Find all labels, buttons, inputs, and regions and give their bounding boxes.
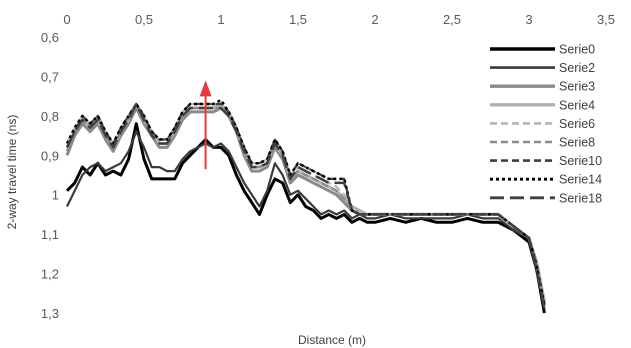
legend-label-serie8: Serie8 xyxy=(559,136,595,150)
y-tick-label: 0,8 xyxy=(41,109,59,124)
y-tick-label: 0,6 xyxy=(41,30,59,45)
series-line-serie0 xyxy=(65,122,546,314)
x-tick-label: 3,5 xyxy=(597,12,615,27)
y-tick-label: 0,9 xyxy=(41,148,59,163)
x-tick-label: 3 xyxy=(525,12,532,27)
y-axis-ticks: 0,6 0,7 0,8 0,9 1 1,1 1,2 1,3 xyxy=(41,30,59,321)
x-tick-label: 1 xyxy=(217,12,224,27)
x-tick-label: 2,5 xyxy=(443,12,461,27)
y-tick-label: 0,7 xyxy=(41,69,59,84)
annotations xyxy=(199,80,212,170)
series-line-serie18 xyxy=(65,102,546,310)
legend-label-serie3: Serie3 xyxy=(559,80,595,94)
y-tick-label: 1,1 xyxy=(41,227,59,242)
x-tick-label: 0 xyxy=(63,12,70,27)
y-tick-label: 1 xyxy=(52,188,59,203)
legend-label-serie10: Serie10 xyxy=(559,154,602,168)
x-axis-title: Distance (m) xyxy=(298,333,366,347)
series-line-serie2 xyxy=(66,130,546,310)
y-axis-title: 2-way travel time (ns) xyxy=(5,115,19,230)
legend-label-serie14: Serie14 xyxy=(559,173,602,187)
legend-label-serie18: Serie18 xyxy=(559,191,602,205)
x-tick-label: 1,5 xyxy=(289,12,307,27)
legend-label-serie4: Serie4 xyxy=(559,98,595,112)
series-lines xyxy=(65,98,546,314)
x-tick-label: 0,5 xyxy=(135,12,153,27)
legend-label-serie0: Serie0 xyxy=(559,43,595,57)
legend: Serie0 Serie2 Serie3 Serie4 Serie6 Serie8 Seri… xyxy=(490,43,602,205)
x-axis-ticks: 0 0,5 1 1,5 2 2,5 3 3,5 xyxy=(63,12,615,27)
legend-label-serie6: Serie6 xyxy=(559,117,595,131)
annotation-arrow-head xyxy=(199,80,212,97)
y-tick-label: 1,3 xyxy=(41,306,59,321)
y-tick-label: 1,2 xyxy=(41,267,59,282)
x-tick-label: 2 xyxy=(371,12,378,27)
legend-label-serie2: Serie2 xyxy=(559,61,595,75)
